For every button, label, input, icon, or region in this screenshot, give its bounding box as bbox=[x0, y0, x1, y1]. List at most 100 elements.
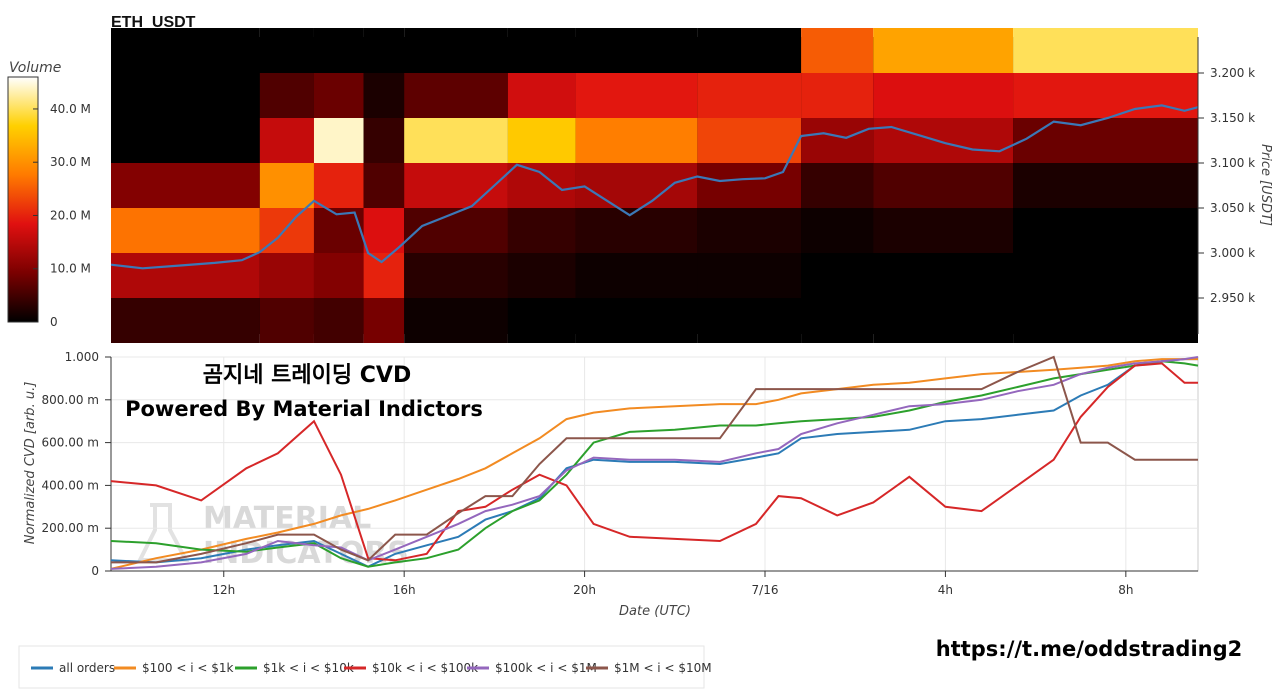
heatmap-cell bbox=[363, 118, 405, 163]
page-title: ETH_USDT bbox=[111, 14, 196, 31]
heatmap-cell bbox=[801, 208, 874, 253]
heatmap-cell bbox=[873, 73, 1014, 118]
heatmap-cell bbox=[873, 253, 1014, 298]
cvd-series-line bbox=[110, 358, 1198, 568]
heatmap-cell bbox=[1013, 163, 1198, 208]
heatmap-cell bbox=[111, 28, 260, 73]
heatmap-cell bbox=[575, 208, 698, 253]
heatmap-cell bbox=[507, 253, 576, 298]
legend-item-label: $1k < i < $10k bbox=[263, 661, 354, 675]
cvd-x-tick-label: 8h bbox=[1118, 583, 1133, 597]
heatmap-cell bbox=[801, 28, 874, 73]
heatmap-cell bbox=[404, 298, 508, 343]
heatmap-cell bbox=[111, 298, 260, 343]
heatmap-cell bbox=[873, 208, 1014, 253]
price-tick-label: 3.150 k bbox=[1210, 111, 1255, 125]
colorbar-tick-label: 20.0 M bbox=[50, 208, 91, 222]
price-tick-label: 3.050 k bbox=[1210, 201, 1255, 215]
heatmap-cell bbox=[259, 253, 314, 298]
colorbar-label: Volume bbox=[9, 60, 61, 76]
heatmap-cell bbox=[1013, 118, 1198, 163]
heatmap-cell bbox=[873, 28, 1014, 73]
legend-item-label: $100k < i < $1M bbox=[495, 661, 597, 675]
legend-item-label: $10k < i < $100k bbox=[372, 661, 478, 675]
cvd-y-tick-label: 400.00 m bbox=[42, 478, 100, 492]
heatmap-cell bbox=[697, 163, 802, 208]
colorbar-gradient bbox=[7, 76, 39, 323]
heatmap-cell bbox=[111, 163, 260, 208]
heatmap-cell bbox=[697, 208, 802, 253]
cvd-x-tick-label: 20h bbox=[573, 583, 596, 597]
price-tick-label: 3.100 k bbox=[1210, 156, 1255, 170]
heatmap-cell bbox=[507, 163, 576, 208]
heatmap-cell bbox=[259, 163, 314, 208]
heatmap-cell bbox=[697, 298, 802, 343]
cvd-x-tick-label: 7/16 bbox=[752, 583, 779, 597]
date-axis-label: Date (UTC) bbox=[619, 604, 691, 619]
colorbar-tick-label: 10.0 M bbox=[50, 262, 91, 276]
price-tick-label: 3.000 k bbox=[1210, 246, 1255, 260]
heatmap-cell bbox=[404, 208, 508, 253]
heatmap-cell bbox=[697, 73, 802, 118]
heatmap-cell bbox=[801, 118, 874, 163]
heatmap-cell bbox=[111, 118, 260, 163]
heatmap-cell bbox=[363, 163, 405, 208]
cvd-axis-label: Normalized CVD [arb. u.] bbox=[23, 382, 38, 545]
heatmap-cell bbox=[404, 118, 508, 163]
heatmap-cell bbox=[259, 118, 314, 163]
cvd-y-tick-label: 1.000 bbox=[65, 350, 99, 364]
heatmap-cell bbox=[507, 73, 576, 118]
heatmap-cell bbox=[363, 298, 405, 343]
heatmap-cell bbox=[313, 298, 364, 343]
heatmap-cell bbox=[575, 73, 698, 118]
heatmap-cell bbox=[111, 208, 260, 253]
price-line bbox=[110, 104, 1199, 270]
heatmap-cell bbox=[575, 163, 698, 208]
heatmap-cell bbox=[697, 118, 802, 163]
heatmap-cell bbox=[259, 73, 314, 118]
heatmap-cell bbox=[801, 73, 874, 118]
telegram-link[interactable]: https://t.me/oddstrading2 bbox=[936, 637, 1243, 661]
heatmap-cell bbox=[1013, 253, 1198, 298]
heatmap-cell bbox=[801, 163, 874, 208]
cvd-y-tick-label: 800.00 m bbox=[42, 393, 100, 407]
heatmap-cell bbox=[313, 253, 364, 298]
price-tick-label: 3.200 k bbox=[1210, 66, 1255, 80]
legend: all orders $100 < i < $1k $1k < i < $10k $1… bbox=[31, 661, 712, 675]
cvd-series-line bbox=[110, 356, 1199, 570]
cvd-y-tick-label: 0 bbox=[91, 564, 99, 578]
legend-item-label: $100 < i < $1k bbox=[142, 661, 234, 675]
heatmap-cell bbox=[801, 253, 874, 298]
cvd-y-tick-label: 600.00 m bbox=[42, 436, 100, 450]
cvd-series-line bbox=[110, 360, 1199, 568]
heatmap-cell bbox=[259, 298, 314, 343]
volume-colorbar: Volume 0 10.0 M 20.0 M 30.0 M 40.0 M bbox=[7, 60, 91, 329]
legend-item-label: $1M < i < $10M bbox=[614, 661, 712, 675]
heatmap-cell bbox=[697, 28, 802, 73]
colorbar-tick-label: 30.0 M bbox=[50, 155, 91, 169]
heatmap-cell bbox=[507, 208, 576, 253]
heatmap-cell bbox=[1013, 208, 1198, 253]
heatmap-cell bbox=[507, 28, 576, 73]
cvd-y-tick-label: 200.00 m bbox=[42, 521, 100, 535]
heatmap-cell bbox=[575, 253, 698, 298]
overlay-title: 곰지네 트레이딩 CVD bbox=[203, 363, 411, 388]
cvd-series-line bbox=[111, 355, 1198, 564]
heatmap-cell bbox=[259, 28, 314, 73]
cvd-series-line bbox=[110, 362, 1198, 562]
cvd-x-tick-label: 12h bbox=[212, 583, 235, 597]
heatmap-cell bbox=[1013, 28, 1198, 73]
watermark-flask-icon bbox=[136, 503, 190, 562]
heatmap-cell bbox=[575, 28, 698, 73]
heatmap-cell bbox=[404, 253, 508, 298]
cvd-series-line bbox=[110, 358, 1198, 570]
heatmap-cell bbox=[697, 253, 802, 298]
cvd-x-tick-label: 4h bbox=[938, 583, 953, 597]
overlay-subtitle: Powered By Material Indictors bbox=[125, 397, 483, 421]
colorbar-tick-label: 40.0 M bbox=[50, 102, 91, 116]
heatmap-cell bbox=[873, 298, 1014, 343]
price-tick-label: 2.950 k bbox=[1210, 291, 1255, 305]
heatmap-cell bbox=[313, 118, 364, 163]
